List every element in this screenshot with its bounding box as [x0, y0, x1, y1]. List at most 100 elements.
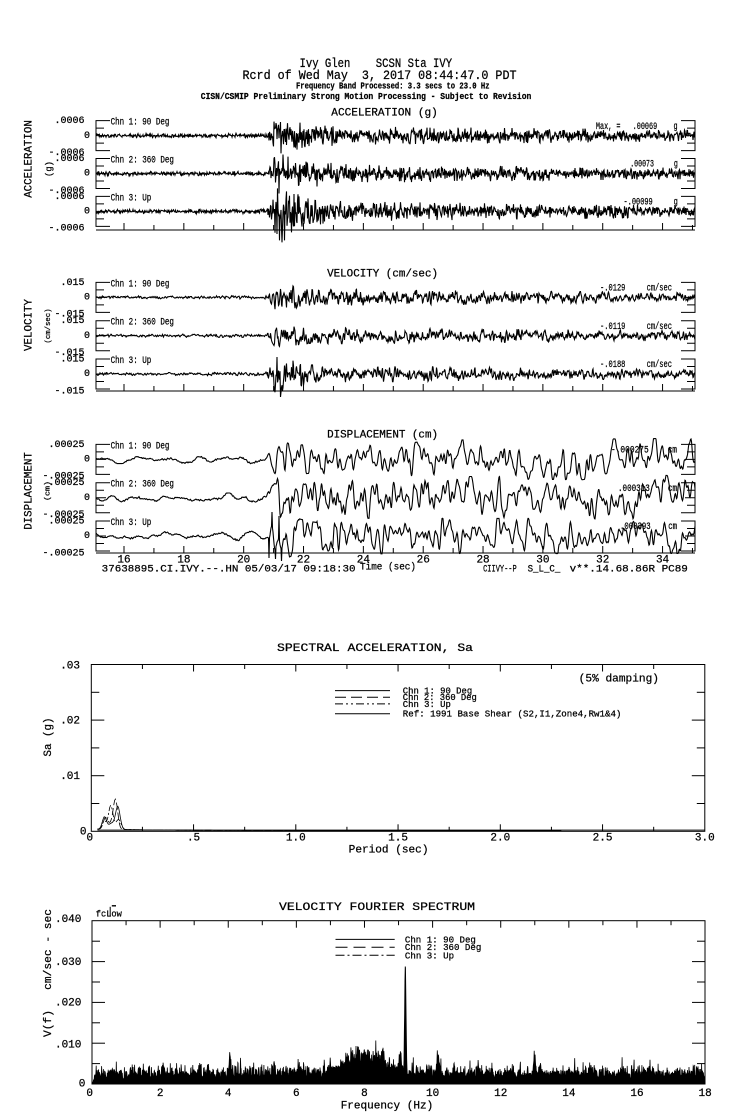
svg-text:Ivy Glen SCSN Sta IVY: Ivy Glen SCSN Sta IVY [300, 56, 453, 71]
svg-text:Chn 1: 90 Deg: Chn 1: 90 Deg [111, 117, 170, 129]
svg-text:S_L_C_: S_L_C_ [528, 564, 562, 575]
svg-text:.015: .015 [60, 316, 84, 327]
svg-text:Chn 1: 90 Deg: Chn 1: 90 Deg [403, 687, 472, 697]
svg-text:37638895.CI.IVY.--.HN 05/03/17: 37638895.CI.IVY.--.HN 05/03/17 09:18:30 [102, 563, 356, 575]
svg-text:0: 0 [84, 207, 90, 218]
svg-text:22: 22 [297, 555, 310, 567]
svg-text:10: 10 [426, 1088, 439, 1100]
svg-text:Chn 3: Up: Chn 3: Up [403, 700, 451, 710]
svg-text:CIIVY--P: CIIVY--P [483, 564, 517, 575]
svg-text:.040: .040 [55, 914, 81, 926]
svg-text:-.015: -.015 [54, 386, 84, 397]
svg-text:.0006: .0006 [54, 154, 84, 165]
svg-text:24: 24 [357, 555, 371, 567]
svg-text:Chn 2: 360 Deg: Chn 2: 360 Deg [111, 155, 174, 167]
svg-text:Frequency (Hz): Frequency (Hz) [341, 1101, 434, 1113]
svg-text:DISPLACEMENT: DISPLACEMENT [24, 452, 36, 530]
svg-text:.015: .015 [60, 355, 84, 366]
svg-text:.0006: .0006 [54, 192, 84, 203]
svg-text:0: 0 [86, 1088, 93, 1100]
svg-text:Chn 3: Up: Chn 3: Up [111, 517, 152, 529]
svg-text:2.0: 2.0 [490, 833, 510, 845]
svg-text:Chn 1: 90 Deg: Chn 1: 90 Deg [111, 440, 170, 452]
svg-text:v**.14.68.86R PC89: v**.14.68.86R PC89 [570, 563, 688, 575]
svg-text:Chn 3: Up: Chn 3: Up [405, 951, 454, 961]
svg-text:Max, = .00069 g: Max, = .00069 g [596, 122, 678, 133]
svg-text:.03: .03 [60, 660, 80, 672]
svg-text:34: 34 [656, 555, 670, 567]
svg-text:-.00025: -.00025 [42, 510, 84, 521]
svg-text:-.0129 cm/sec: -.0129 cm/sec [600, 283, 672, 295]
svg-text:(cm): (cm) [45, 481, 53, 501]
svg-text:Chn 2: 360 Deg: Chn 2: 360 Deg [111, 479, 174, 491]
svg-text:Time (sec): Time (sec) [360, 562, 416, 574]
svg-text:16: 16 [117, 555, 130, 567]
svg-text:0: 0 [84, 369, 90, 380]
svg-text:16: 16 [630, 1088, 643, 1100]
svg-text:30: 30 [536, 555, 549, 567]
svg-text:-.0119 cm/sec: -.0119 cm/sec [600, 321, 672, 333]
svg-text:Chn 2: 360 Deg: Chn 2: 360 Deg [403, 693, 477, 703]
svg-text:-.00025: -.00025 [42, 472, 84, 483]
svg-text:2.5: 2.5 [593, 833, 613, 845]
svg-text:3.0: 3.0 [695, 833, 715, 845]
svg-text:Chn 3: Up: Chn 3: Up [111, 355, 152, 367]
svg-text:Chn 1: 90 Deg: Chn 1: 90 Deg [405, 935, 476, 945]
svg-text:VELOCITY: VELOCITY [24, 299, 36, 351]
svg-text:.00025: .00025 [48, 517, 84, 528]
svg-text:4: 4 [225, 1088, 232, 1100]
svg-text:20: 20 [237, 555, 250, 567]
svg-text:-.00099 g: -.00099 g [624, 198, 678, 209]
svg-text:18: 18 [698, 1088, 711, 1100]
svg-text:ACCELERATION: ACCELERATION [24, 120, 36, 198]
svg-text:Frequency Band Processed: 3.3: Frequency Band Processed: 3.3 secs to 23… [296, 82, 490, 92]
svg-text:28: 28 [476, 555, 489, 567]
svg-text:.00073 g: .00073 g [630, 160, 678, 171]
svg-text:6: 6 [293, 1088, 300, 1100]
svg-text:-.0006: -.0006 [48, 148, 84, 159]
svg-text:SPECTRAL ACCELERATION, Sa: SPECTRAL ACCELERATION, Sa [277, 643, 473, 655]
svg-text:.5: .5 [187, 833, 200, 845]
svg-text:12: 12 [494, 1088, 507, 1100]
svg-text:-.00025: -.00025 [42, 548, 84, 559]
svg-text:0: 0 [80, 827, 87, 839]
svg-text:Chn 3: Up: Chn 3: Up [111, 192, 152, 204]
svg-text:32: 32 [596, 555, 609, 567]
svg-text:.020: .020 [55, 998, 81, 1010]
svg-text:ACCELERATION (g): ACCELERATION (g) [331, 108, 438, 120]
svg-text:1.0: 1.0 [286, 833, 306, 845]
svg-text:0: 0 [84, 131, 90, 142]
svg-text:.0006: .0006 [54, 116, 84, 127]
svg-text:-.0006: -.0006 [48, 224, 84, 235]
svg-text:(g): (g) [45, 161, 55, 177]
svg-text:-.015: -.015 [54, 310, 84, 321]
svg-text:Chn 1: 90 Deg: Chn 1: 90 Deg [111, 278, 170, 290]
svg-text:(cm/sec): (cm/sec) [45, 309, 53, 344]
svg-text:1.5: 1.5 [388, 833, 408, 845]
svg-text:Chn 2: 360 Deg: Chn 2: 360 Deg [111, 317, 174, 329]
svg-text:VELOCITY FOURIER SPECTRUM: VELOCITY FOURIER SPECTRUM [279, 902, 475, 914]
svg-text:8: 8 [361, 1088, 368, 1100]
svg-text:Chn 2: 360 Deg: Chn 2: 360 Deg [405, 943, 481, 953]
svg-text:26: 26 [417, 555, 430, 567]
svg-text:.00025: .00025 [48, 440, 84, 451]
svg-text:-.015: -.015 [54, 348, 84, 359]
svg-text:0: 0 [84, 169, 90, 180]
svg-text:-.0006: -.0006 [48, 186, 84, 197]
svg-text:fcLow: fcLow [96, 910, 123, 920]
svg-text:Ref: 1991 Base Shear (S2,I1,Zo: Ref: 1991 Base Shear (S2,I1,Zone4,Rw1&4) [403, 710, 622, 720]
svg-text:.030: .030 [55, 957, 81, 969]
svg-text:CISN/CSMIP Preliminary Strong: CISN/CSMIP Preliminary Strong Motion Pro… [201, 92, 532, 102]
svg-text:(5% damping): (5% damping) [579, 674, 659, 686]
svg-text:0: 0 [86, 833, 93, 845]
svg-text:Rcrd of Wed May 3, 2017 08:44: Rcrd of Wed May 3, 2017 08:44:47.0 PDT [243, 68, 517, 83]
svg-text:0: 0 [84, 531, 90, 542]
svg-text:.000313 cm: .000313 cm [618, 484, 677, 495]
svg-text:.02: .02 [60, 716, 80, 728]
svg-text:0: 0 [84, 455, 90, 466]
svg-text:.01: .01 [60, 771, 80, 783]
svg-text:0: 0 [84, 293, 90, 304]
svg-text:-.0188 cm/sec: -.0188 cm/sec [600, 359, 672, 371]
svg-text:-.000275 cm: -.000275 cm [611, 446, 677, 457]
svg-text:DISPLACEMENT (cm): DISPLACEMENT (cm) [327, 429, 438, 441]
